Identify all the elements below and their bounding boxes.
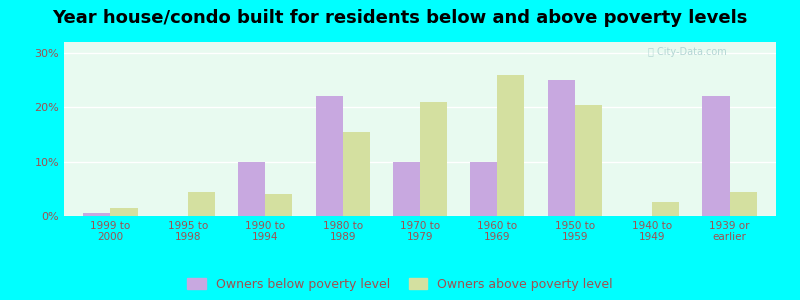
Bar [238,162,266,216]
Bar [188,191,215,216]
Bar [266,194,292,216]
Bar [652,202,679,216]
Bar [420,102,447,216]
Bar [342,132,370,216]
Bar [548,80,574,216]
Bar [730,191,757,216]
Bar [498,75,525,216]
Legend: Owners below poverty level, Owners above poverty level: Owners below poverty level, Owners above… [187,278,613,291]
Bar [393,162,420,216]
Bar [83,213,110,216]
Bar [110,208,138,216]
Bar [702,96,730,216]
Text: Year house/condo built for residents below and above poverty levels: Year house/condo built for residents bel… [52,9,748,27]
Text: ⓘ City-Data.com: ⓘ City-Data.com [648,47,726,57]
Bar [315,96,342,216]
Bar [574,104,602,216]
Bar [470,162,498,216]
